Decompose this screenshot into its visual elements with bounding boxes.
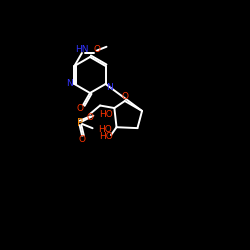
Text: N: N	[66, 80, 73, 88]
Text: O: O	[78, 135, 86, 144]
Text: N: N	[106, 82, 113, 92]
Text: HO: HO	[99, 110, 113, 119]
Text: O: O	[86, 113, 93, 122]
Text: P: P	[76, 118, 82, 128]
Text: HN: HN	[75, 45, 89, 54]
Text: O: O	[93, 45, 100, 54]
Text: HO: HO	[98, 125, 112, 134]
Text: HO: HO	[99, 132, 112, 141]
Text: O: O	[76, 104, 84, 113]
Text: O: O	[122, 92, 129, 102]
